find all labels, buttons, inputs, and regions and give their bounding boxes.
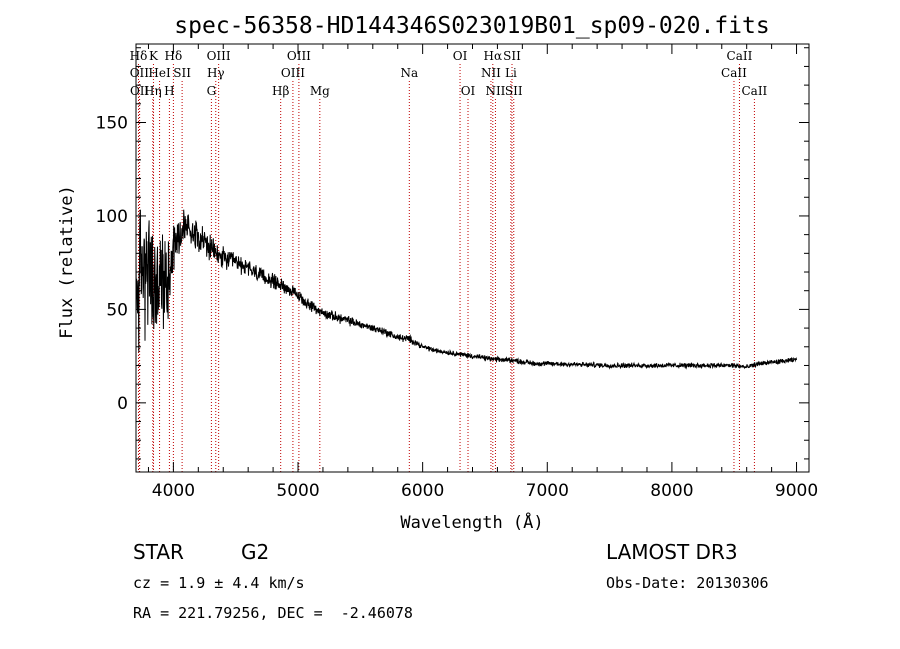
spectral-line-label: H <box>164 84 174 98</box>
coordinates: RA = 221.79256, DEC = -2.46078 <box>133 604 413 622</box>
spectral-line-label: OIII <box>287 49 311 63</box>
spectral-line-label: CaII <box>727 49 753 63</box>
spectral-line-label: HeI <box>148 66 171 80</box>
chart-title: spec-56358-HD144346S023019B01_sp09-020.f… <box>174 13 769 39</box>
obs-date: Obs-Date: 20130306 <box>606 574 769 592</box>
spectral-line-label: Li <box>505 66 517 80</box>
object-class: STAR <box>133 540 184 564</box>
spectral-line-label: CaII <box>721 66 747 80</box>
x-tick-label: 6000 <box>401 481 444 501</box>
plot-frame <box>135 43 810 473</box>
axis-ticks: 4000 5000 6000 7000 8000 9000 0 50 100 150 <box>96 44 818 501</box>
spectral-line-label: OII <box>130 84 150 98</box>
y-tick-label: 0 <box>117 394 128 414</box>
x-tick-label: 4000 <box>152 481 195 501</box>
redshift-value: cz = 1.9 ± 4.4 km/s <box>133 574 305 592</box>
x-tick-label: 7000 <box>526 481 569 501</box>
spectral-line-label: K <box>149 49 159 63</box>
spectral-line-label: Hβ <box>272 84 289 98</box>
spectral-line-label: Na <box>400 66 418 80</box>
spectral-line-label: NII <box>481 66 501 80</box>
y-tick-label: 150 <box>96 113 128 133</box>
y-axis-label: Flux (relative) <box>57 185 77 339</box>
spectral-line-label: Hδ <box>130 49 148 63</box>
spectral-line-label: NII <box>485 84 505 98</box>
spectral-line-label: OII <box>130 66 150 80</box>
spectral-line-label: OIII <box>207 49 231 63</box>
spectral-line-label: OIII <box>281 66 305 80</box>
spectral-line-label: SII <box>503 49 521 63</box>
spectral-line-label: Hα <box>484 49 503 63</box>
spectral-line-label: CaII <box>741 84 767 98</box>
spectral-line-label: OI <box>461 84 476 98</box>
x-axis-label: Wavelength (Å) <box>400 511 543 533</box>
spectral-line-label: G <box>207 84 217 98</box>
spectral-line-label: Hγ <box>207 66 225 80</box>
spectral-line-label: SII <box>173 66 191 80</box>
spectral-line-label: Hη <box>144 84 162 98</box>
spectral-line-label: Mg <box>310 84 330 98</box>
spectral-line-label: Hδ <box>165 49 183 63</box>
y-tick-label: 50 <box>106 300 128 320</box>
x-tick-label: 5000 <box>276 481 319 501</box>
x-tick-label: 9000 <box>775 481 818 501</box>
subclass: G2 <box>241 540 270 564</box>
survey-name: LAMOST DR3 <box>606 540 738 564</box>
x-tick-label: 8000 <box>650 481 693 501</box>
spectral-line-label: SII <box>505 84 523 98</box>
spectral-line-label: OI <box>453 49 468 63</box>
spectrum-line <box>135 209 797 370</box>
y-tick-label: 100 <box>96 207 128 227</box>
